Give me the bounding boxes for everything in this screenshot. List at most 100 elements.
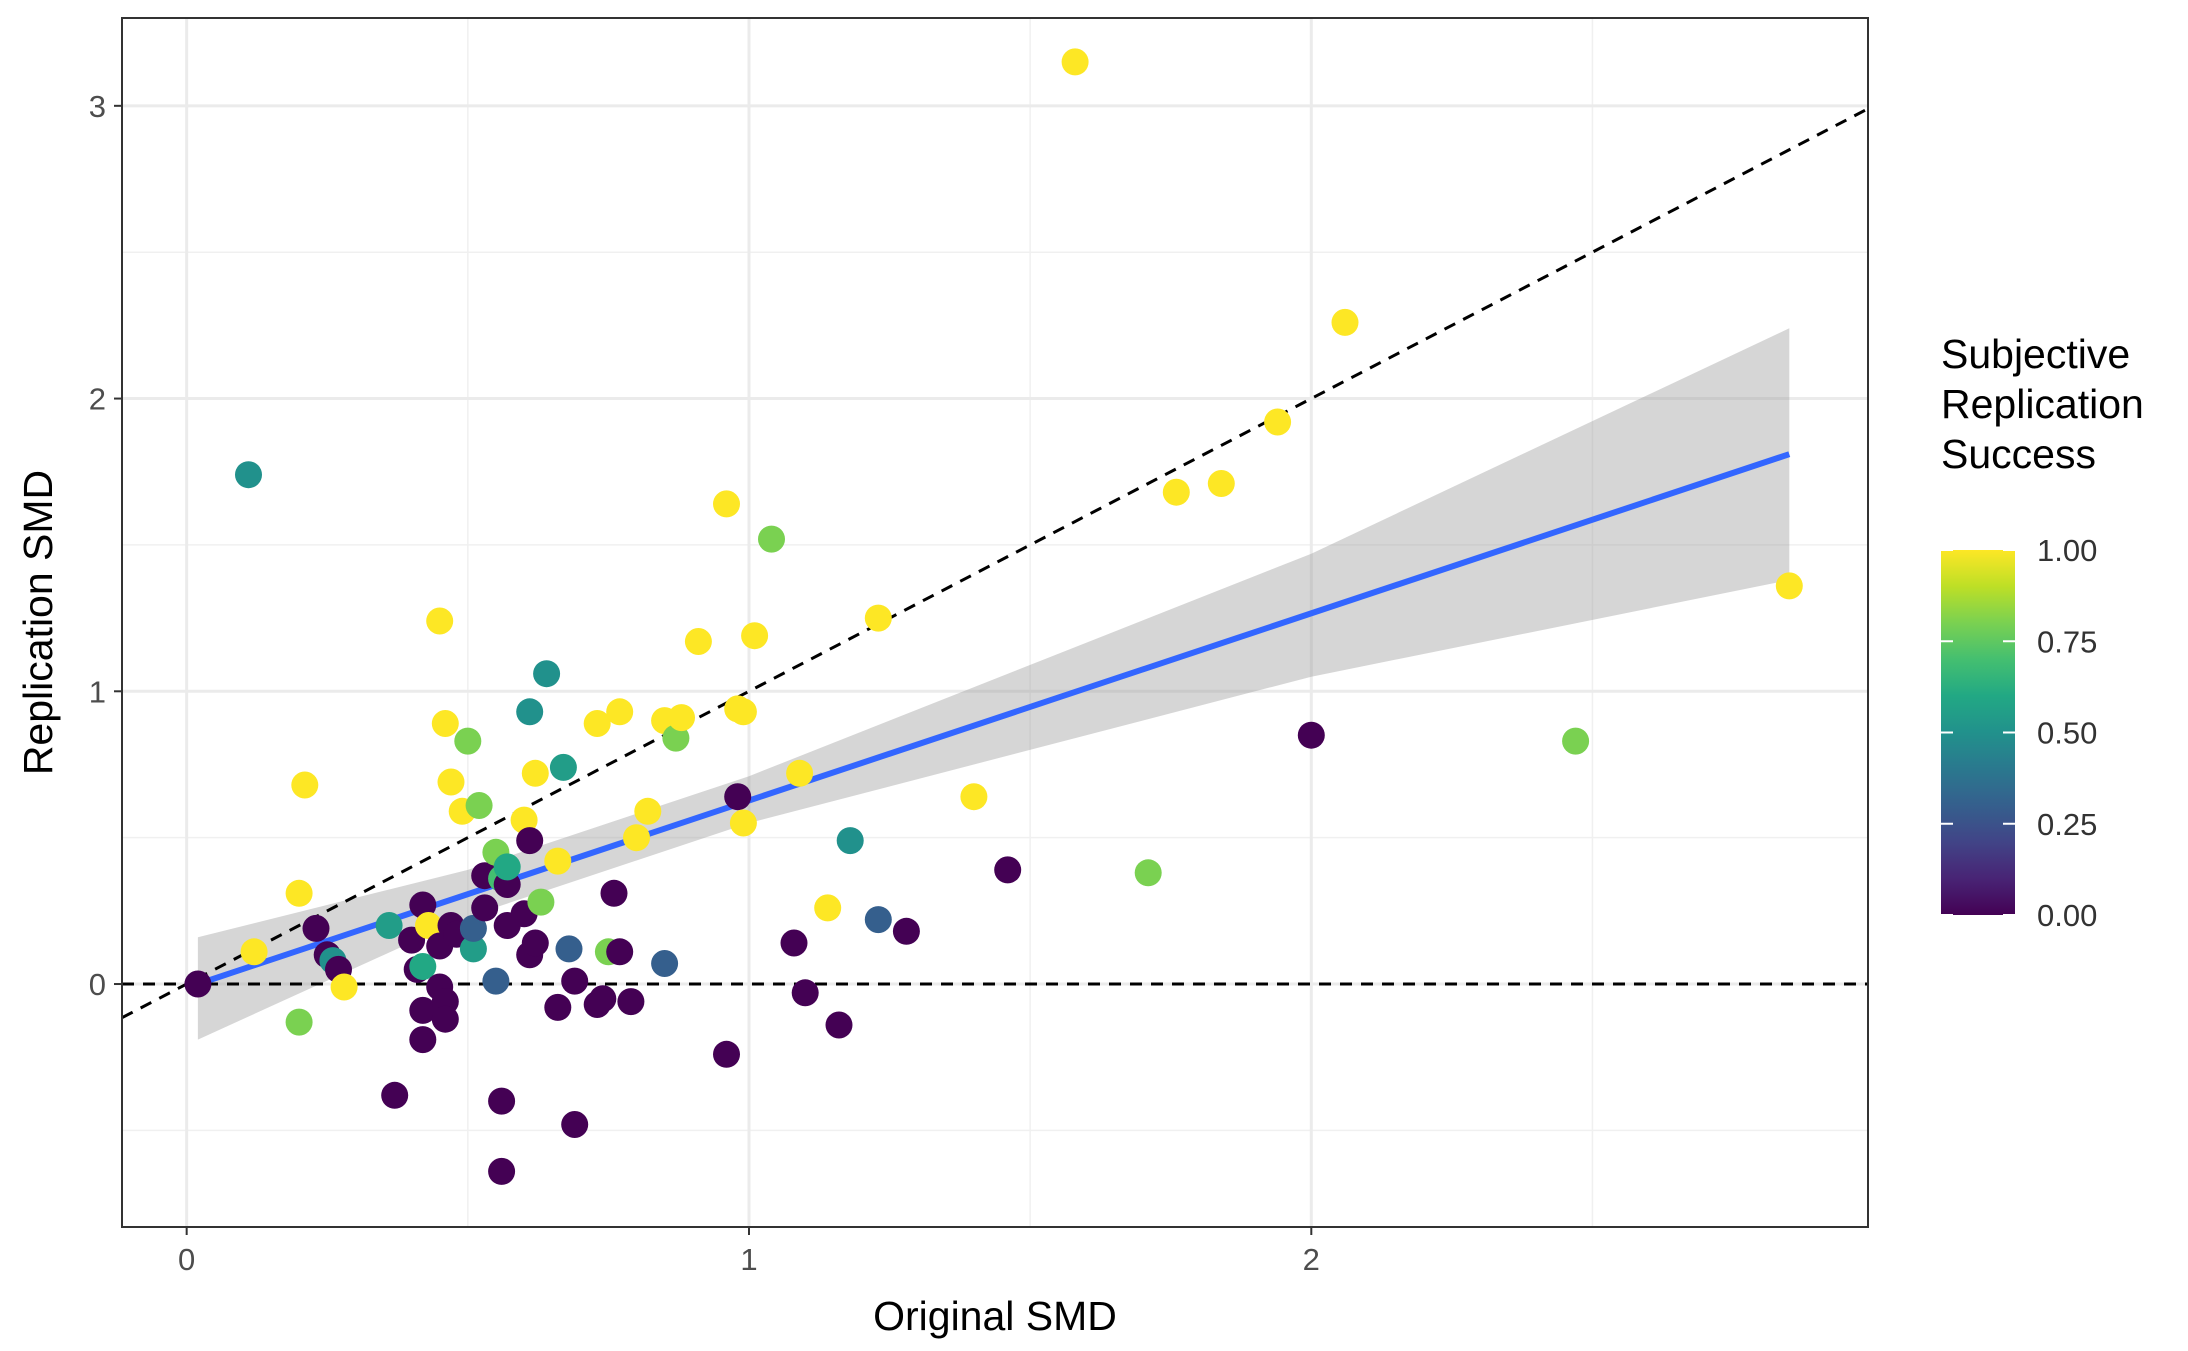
data-point [684, 628, 712, 655]
data-point [606, 938, 634, 966]
data-point [1562, 727, 1590, 755]
data-point [409, 953, 437, 980]
data-point [1061, 48, 1089, 76]
data-point [381, 1081, 409, 1109]
data-point [459, 914, 487, 942]
data-point [1207, 470, 1235, 497]
reference-line-identity [122, 107, 1868, 1020]
legend-tick-label: 0.75 [2037, 624, 2097, 659]
data-point [184, 970, 212, 998]
legend-tick-label: 0.50 [2037, 716, 2097, 751]
data-point [814, 894, 842, 922]
plot-panel [122, 18, 1868, 1227]
data-point [454, 727, 482, 755]
data-point [544, 847, 572, 875]
data-point [516, 698, 544, 726]
panel-background [122, 18, 1868, 1227]
data-point [544, 993, 572, 1021]
data-point [994, 856, 1022, 884]
data-point [617, 988, 645, 1016]
data-point [431, 710, 459, 737]
x-tick-label: 0 [178, 1242, 195, 1277]
data-point [409, 1026, 437, 1054]
data-point [302, 914, 330, 942]
data-point [1264, 408, 1292, 436]
x-axis-title: Original SMD [873, 1293, 1117, 1339]
data-point [836, 827, 864, 855]
data-point [729, 698, 757, 726]
data-point [426, 607, 454, 635]
data-point [488, 1157, 516, 1185]
reference-lines [122, 107, 1868, 1020]
data-point [521, 929, 549, 957]
data-point [561, 1111, 589, 1138]
legend-title-line: Subjective [1941, 331, 2130, 377]
y-tick-label: 3 [89, 89, 106, 124]
data-point [662, 724, 690, 752]
data-point [409, 996, 437, 1024]
data-point [527, 888, 555, 916]
data-point [892, 917, 920, 945]
data-point [634, 797, 662, 825]
data-point [1162, 478, 1190, 506]
data-point [291, 771, 319, 799]
data-point [465, 792, 493, 819]
data-point [1297, 721, 1325, 749]
data-point [510, 806, 538, 834]
legend-title-line: Replication [1941, 381, 2144, 427]
data-point [589, 985, 617, 1013]
data-point [471, 894, 499, 922]
data-point [285, 1008, 313, 1036]
data-point [549, 753, 577, 781]
data-point [375, 912, 403, 939]
data-point [780, 929, 808, 957]
legend-tick-label: 0.25 [2037, 807, 2097, 842]
legend-colorbar [1941, 550, 2015, 915]
panel-border [121, 17, 1869, 1228]
y-axis-title: Replication SMD [15, 470, 61, 775]
data-point [561, 967, 589, 995]
y-tick-label: 0 [89, 967, 106, 1002]
confidence-band [197, 328, 1790, 1040]
data-point [651, 950, 679, 977]
legend-tick-label: 1.00 [2037, 533, 2097, 568]
data-point [786, 759, 814, 787]
data-point [791, 979, 819, 1007]
data-point [606, 698, 634, 726]
data-point [521, 759, 549, 787]
data-point [516, 827, 544, 855]
data-point [713, 1040, 740, 1068]
data-point [415, 912, 442, 939]
data-point [724, 783, 752, 811]
data-point [409, 891, 437, 919]
data-point [493, 853, 521, 881]
data-point [431, 1005, 459, 1033]
plot-frame [121, 17, 1869, 1228]
data-point [1775, 572, 1803, 600]
x-tick-label: 2 [1303, 1242, 1320, 1277]
legend-title-line: Success [1941, 431, 2096, 477]
data-point [960, 783, 988, 811]
y-tick-label: 2 [89, 382, 106, 417]
data-point [437, 768, 465, 796]
x-tick-label: 1 [740, 1242, 757, 1277]
data-points [184, 48, 1803, 1185]
data-point [488, 1087, 516, 1115]
regression-line [196, 451, 1791, 987]
data-point [330, 973, 358, 1001]
data-point [459, 935, 487, 963]
data-point [583, 710, 611, 737]
data-point [533, 660, 561, 688]
data-point [1331, 308, 1359, 336]
data-point [600, 879, 628, 907]
fit-line [196, 451, 1791, 987]
data-point [668, 704, 695, 732]
axis-ticks: 0 1 2 0 1 2 3 [89, 89, 1320, 1277]
data-point [623, 824, 650, 852]
data-point [1134, 859, 1162, 887]
data-point [825, 1011, 853, 1039]
confidence-band-area [197, 328, 1790, 1040]
